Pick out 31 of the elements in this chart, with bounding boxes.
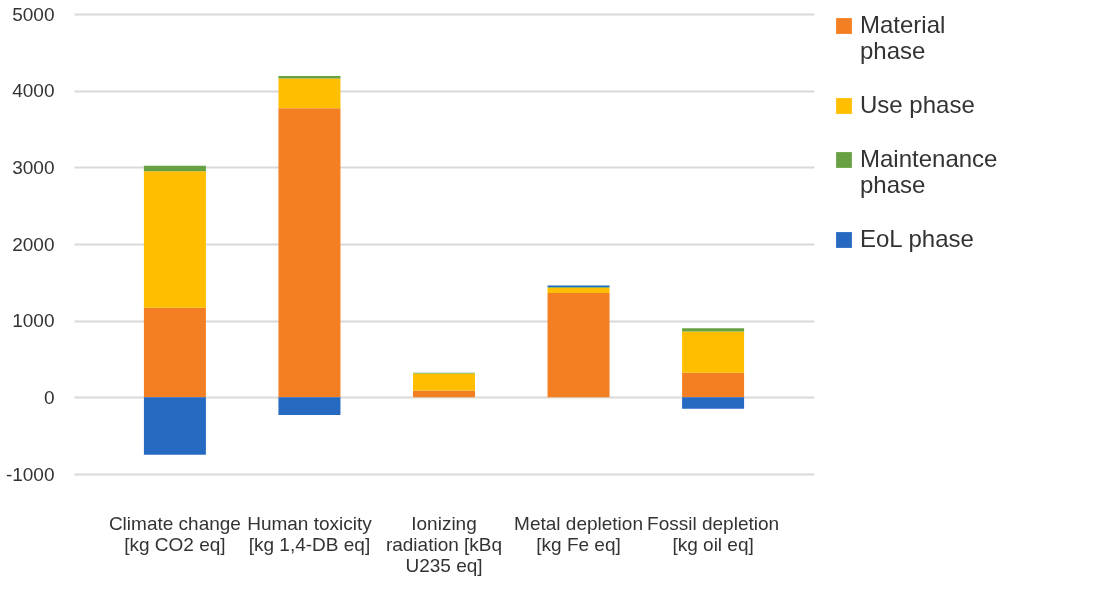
bar — [278, 78, 341, 109]
y-tick-label: 1000 — [12, 310, 55, 332]
y-tick-label: -1000 — [5, 463, 55, 485]
bar — [413, 373, 475, 391]
legend-label: Use phase — [860, 91, 975, 118]
bar — [682, 397, 745, 409]
x-tick-label: Ionizing radiation [kBq U235 eq] — [385, 512, 503, 576]
x-tick-label: Human toxicity [kg 1,4-DB eq] — [247, 512, 373, 555]
bar — [682, 372, 745, 398]
y-tick-label: 3000 — [12, 156, 55, 178]
legend-label: Material phase — [860, 11, 946, 64]
y-tick-label: 0 — [43, 386, 55, 408]
x-tick-label: Metal depletion [kg Fe eq] — [514, 512, 643, 555]
bar — [143, 165, 206, 172]
bar — [278, 108, 341, 398]
bar — [143, 171, 206, 308]
x-tick-label: Fossil depletion [kg oil eq] — [647, 512, 780, 555]
bar — [682, 328, 745, 332]
y-tick-label: 2000 — [12, 233, 55, 255]
bar — [413, 390, 475, 398]
x-tick-label: Climate change [kg CO2 eq] — [108, 512, 241, 555]
legend-label: Maintenance phase — [860, 145, 998, 198]
y-tick-label: 5000 — [12, 3, 55, 25]
legend-label: EoL phase — [860, 225, 974, 252]
bar — [143, 307, 206, 398]
bar — [682, 331, 745, 373]
y-tick-label: 4000 — [12, 80, 55, 102]
bar — [143, 397, 206, 455]
bar — [547, 293, 610, 398]
bar — [547, 287, 610, 294]
bar — [278, 397, 341, 415]
